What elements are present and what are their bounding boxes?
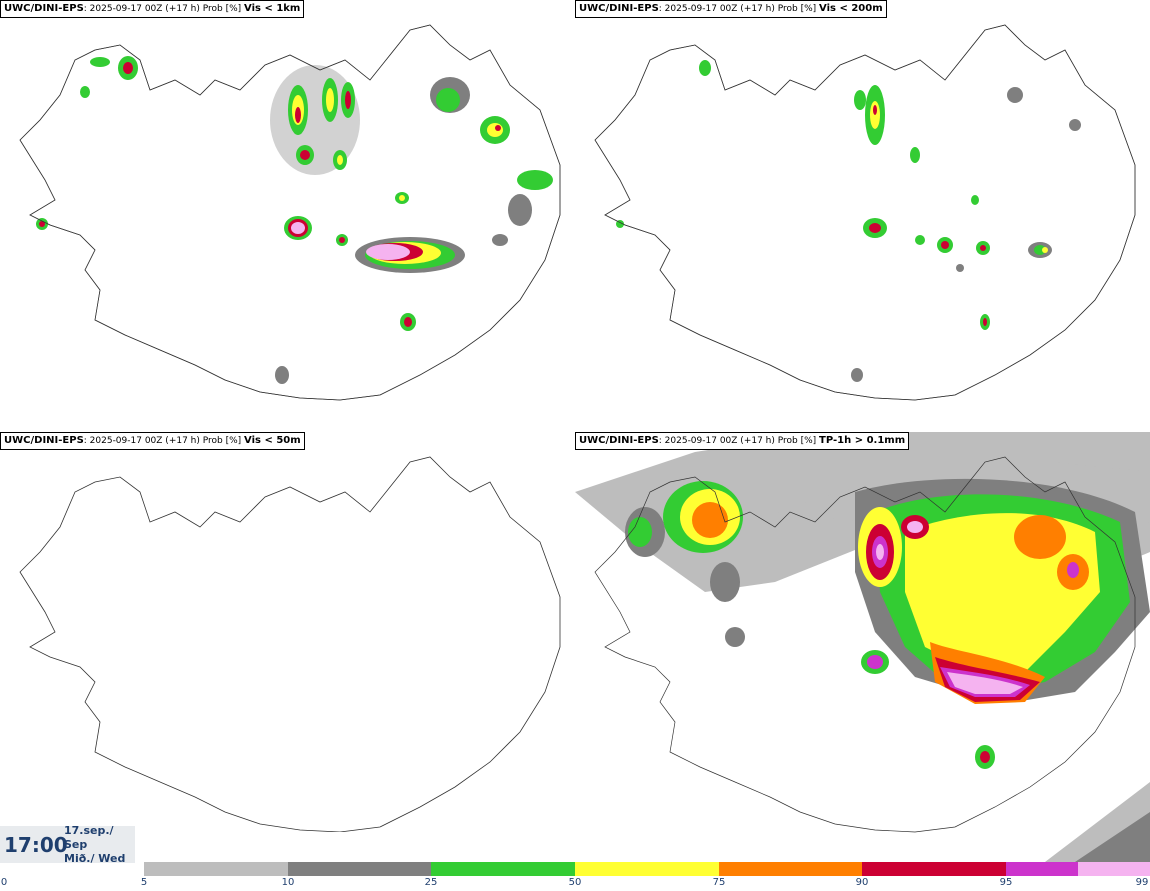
legend-bin	[719, 862, 862, 876]
map-panel-precip: UWC/DINI-EPS: 2025-09-17 00Z (+17 h) Pro…	[575, 432, 1150, 862]
map-precip	[575, 432, 1150, 862]
date-line-2: Mið./ Wed	[64, 851, 126, 865]
legend-bin	[575, 862, 719, 876]
map-panel-vis-200m: UWC/DINI-EPS: 2025-09-17 00Z (+17 h) Pro…	[575, 0, 1150, 430]
legend-tick: 75	[712, 877, 726, 888]
valid-time-box: 17:00 17.sep./ Sep Mið./ Wed	[0, 824, 135, 866]
map-panel-vis-50m: UWC/DINI-EPS: 2025-09-17 00Z (+17 h) Pro…	[0, 432, 575, 862]
prob-contours	[575, 432, 1150, 862]
valid-time: 17:00	[4, 832, 68, 857]
legend-tick: 0	[0, 877, 8, 888]
legend-bin	[1078, 862, 1150, 876]
legend-tick: 95	[999, 877, 1013, 888]
valid-date: 17.sep./ Sep Mið./ Wed	[64, 824, 135, 866]
legend-tick: 10	[281, 877, 295, 888]
legend-bin	[288, 862, 431, 876]
map-vis-50m	[19, 456, 561, 832]
map-vis-200m	[594, 24, 1136, 401]
panel-title: UWC/DINI-EPS: 2025-09-17 00Z (+17 h) Pro…	[575, 0, 887, 18]
legend-bin	[1006, 862, 1078, 876]
legend-tick: 5	[140, 877, 148, 888]
legend-tick: 50	[568, 877, 582, 888]
prob-contours	[36, 56, 553, 384]
color-legend: 0 5 10 25 50 75 90 95 99	[0, 862, 1150, 891]
prob-contours	[616, 60, 1081, 382]
map-vis-1km	[19, 24, 561, 401]
legend-bin	[431, 862, 575, 876]
legend-tick: 99	[1135, 877, 1149, 888]
legend-bin	[144, 862, 288, 876]
panel-title: UWC/DINI-EPS: 2025-09-17 00Z (+17 h) Pro…	[0, 0, 305, 18]
panel-title: UWC/DINI-EPS: 2025-09-17 00Z (+17 h) Pro…	[0, 432, 305, 450]
legend-bin	[862, 862, 1006, 876]
date-line-1: 17.sep./ Sep	[64, 823, 114, 851]
map-panel-vis-1km: UWC/DINI-EPS: 2025-09-17 00Z (+17 h) Pro…	[0, 0, 575, 430]
legend-tick: 90	[855, 877, 869, 888]
legend-tick: 25	[424, 877, 438, 888]
panel-title: UWC/DINI-EPS: 2025-09-17 00Z (+17 h) Pro…	[575, 432, 910, 450]
